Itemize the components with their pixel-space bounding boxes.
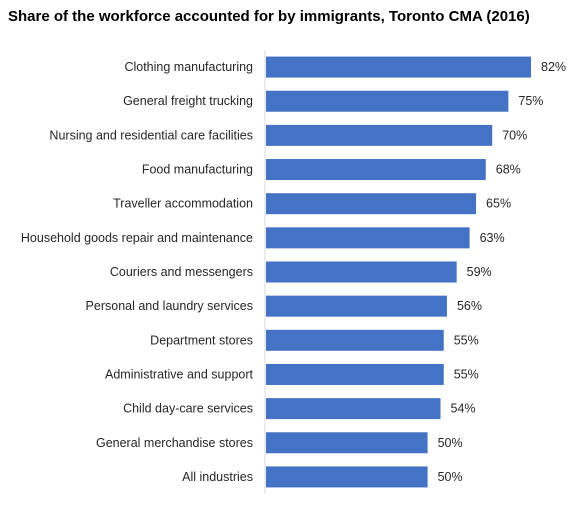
category-label: All industries xyxy=(182,470,253,484)
bar xyxy=(266,159,486,181)
chart-title: Share of the workforce accounted for by … xyxy=(8,8,530,25)
bar xyxy=(266,56,531,78)
category-label: Child day-care services xyxy=(123,402,253,416)
value-label: 59% xyxy=(467,265,492,279)
bar xyxy=(266,227,470,249)
value-label: 50% xyxy=(438,436,463,450)
value-label: 54% xyxy=(451,402,476,416)
bar xyxy=(266,432,428,454)
value-label: 56% xyxy=(457,299,482,313)
bar xyxy=(266,466,428,488)
category-label: Nursing and residential care facilities xyxy=(49,128,253,142)
value-label: 63% xyxy=(480,231,505,245)
bar xyxy=(266,329,444,351)
bar xyxy=(266,363,444,385)
category-label: Household goods repair and maintenance xyxy=(21,231,253,245)
category-label: Personal and laundry services xyxy=(86,299,253,313)
value-label: 75% xyxy=(518,94,543,108)
value-label: 68% xyxy=(496,163,521,177)
category-label: General merchandise stores xyxy=(96,436,253,450)
bar xyxy=(266,124,493,146)
value-label: 82% xyxy=(541,60,566,74)
bar xyxy=(266,193,477,215)
bars-group: Clothing manufacturing 82% General freight… xyxy=(21,56,566,488)
bar xyxy=(266,295,447,317)
value-label: 65% xyxy=(486,197,511,211)
category-label: Clothing manufacturing xyxy=(124,60,253,74)
value-label: 70% xyxy=(502,128,527,142)
value-label: 55% xyxy=(454,367,479,381)
bar xyxy=(266,398,441,420)
category-label: Administrative and support xyxy=(105,367,254,381)
category-label: General freight trucking xyxy=(123,94,253,108)
category-label: Department stores xyxy=(150,333,253,347)
value-label: 50% xyxy=(438,470,463,484)
category-label: Couriers and messengers xyxy=(110,265,253,279)
category-label: Traveller accommodation xyxy=(113,197,253,211)
category-label: Food manufacturing xyxy=(142,163,253,177)
value-label: 55% xyxy=(454,333,479,347)
bar xyxy=(266,90,509,112)
bar xyxy=(266,261,457,283)
